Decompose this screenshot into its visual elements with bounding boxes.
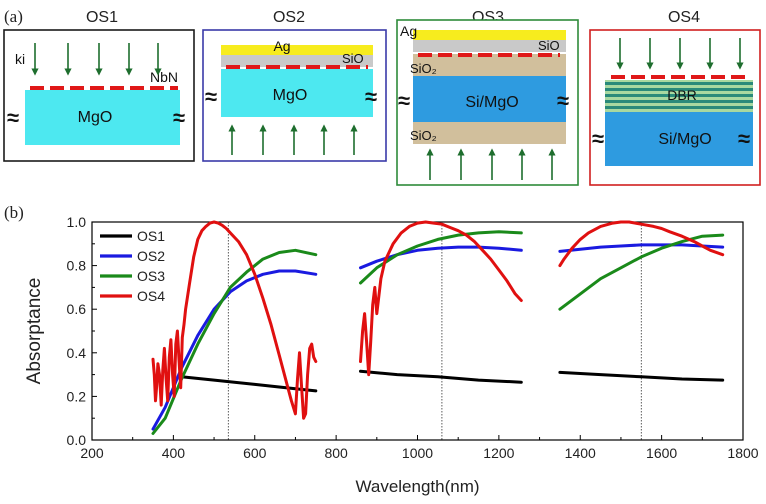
x-tick-label: 600 [243,445,267,461]
os4-dbr-stack [605,80,753,112]
y-tick-label: 0.8 [67,258,87,274]
x-tick-label: 1000 [402,445,433,461]
os4-si-mgo-text: Si/MgO [658,131,711,148]
y-tick-label: 0.4 [67,345,87,361]
series-os4-segment-1 [359,220,523,377]
legend-label-os2: OS2 [137,248,165,264]
os1-mgo-layer [25,90,180,145]
x-axis-label: Wavelength(nm) [355,477,479,496]
os1-mgo-text: MgO [78,109,113,126]
panel-b-label: (b) [4,203,24,222]
series-os2-segment-1 [359,245,523,270]
os4-approx-right: ≈ [738,126,750,151]
structure-os4-title: OS4 [668,9,700,26]
os2-sio-layer [221,55,373,67]
os1-approx-right: ≈ [173,105,185,130]
series-os2-segment-2 [558,243,725,253]
series-os4-segment-2 [558,220,725,268]
x-tick-label: 1200 [483,445,514,461]
x-tick-label: 1400 [565,445,596,461]
x-tick-label: 1800 [727,445,758,461]
y-tick-label: 0.6 [67,301,87,317]
structure-os1: OS1 MgO ki NbN ≈ ≈ [3,9,195,162]
os3-si-mgo-text: Si/MgO [465,94,518,111]
os3-approx-left: ≈ [398,88,410,113]
os3-sio2-bottom-text: SiO₂ [410,128,437,143]
os2-ag-text: Ag [273,38,290,54]
os2-mgo-layer [221,69,373,117]
legend-label-os1: OS1 [137,228,165,244]
os2-mgo-text: MgO [273,87,308,104]
os3-ag-text: Ag [400,23,417,39]
structure-os4: OS4 DBR Si/MgO ≈ ≈ [589,9,761,186]
os4-incident-arrows [616,38,744,70]
series-os3-segment-2 [558,233,725,311]
os2-approx-left: ≈ [205,84,217,109]
y-axis-label: Absorptance [24,278,45,385]
panel-a: (a) OS1 MgO ki NbN ≈ ≈ OS2 [3,7,761,186]
os2-approx-right: ≈ [365,84,377,109]
y-tick-label: 0.0 [67,432,87,448]
series-os3-segment-0 [151,248,318,435]
x-tick-label: 1600 [646,445,677,461]
os4-si-mgo-layer [605,112,753,166]
series-os1-segment-2 [558,370,725,382]
series-os2 [151,243,725,431]
os3-sio-text: SiO [538,38,560,53]
panel-a-label: (a) [4,7,23,26]
os3-sio2-top-layer [413,54,566,76]
series-os4 [151,220,725,420]
series-os4-segment-0 [151,220,318,420]
os3-si-mgo-layer [413,76,566,122]
y-tick-label: 1.0 [67,214,87,230]
os1-nbn-text: NbN [150,69,178,85]
legend-label-os3: OS3 [137,268,165,284]
os1-approx-left: ≈ [7,105,19,130]
legend: OS1 OS2 OS3 OS4 [100,228,165,304]
y-tick-label: 0.2 [67,388,87,404]
structure-os2: OS2 Ag SiO MgO ≈ ≈ [202,9,387,162]
os2-incident-arrows [228,124,358,155]
os4-approx-left: ≈ [592,126,604,151]
os1-incident-arrows [31,43,162,76]
os3-ag-layer [413,30,566,40]
os3-sio2-top-text: SiO₂ [410,61,437,76]
os2-ag-layer [221,45,373,55]
absorptance-chart: 200 400 600 800 1000 1200 1400 1600 1800 0.0 0.2 0.… [24,214,759,496]
os3-incident-arrows [426,148,556,180]
os2-sio-text: SiO [342,51,364,66]
structure-os3: OS3 Ag SiO SiO₂ Si/MgO SiO₂ ≈ ≈ [396,9,579,186]
os1-ki-text: ki [15,51,25,67]
os3-sio-layer [413,40,566,52]
os4-dbr-text: DBR [667,87,697,103]
structure-os2-title: OS2 [273,9,305,26]
x-tick-label: 800 [324,445,348,461]
os3-approx-right: ≈ [557,88,569,113]
series-os1-segment-1 [359,369,523,384]
series-os3 [151,230,725,435]
legend-label-os4: OS4 [137,288,165,304]
x-tick-label: 200 [80,445,104,461]
panel-b: (b) 200 400 600 800 1000 1200 1400 1600 1800 0.0 0… [4,203,759,496]
os3-sio2-bottom-layer [413,122,566,144]
structure-os1-title: OS1 [86,9,118,26]
x-tick-label: 400 [162,445,186,461]
